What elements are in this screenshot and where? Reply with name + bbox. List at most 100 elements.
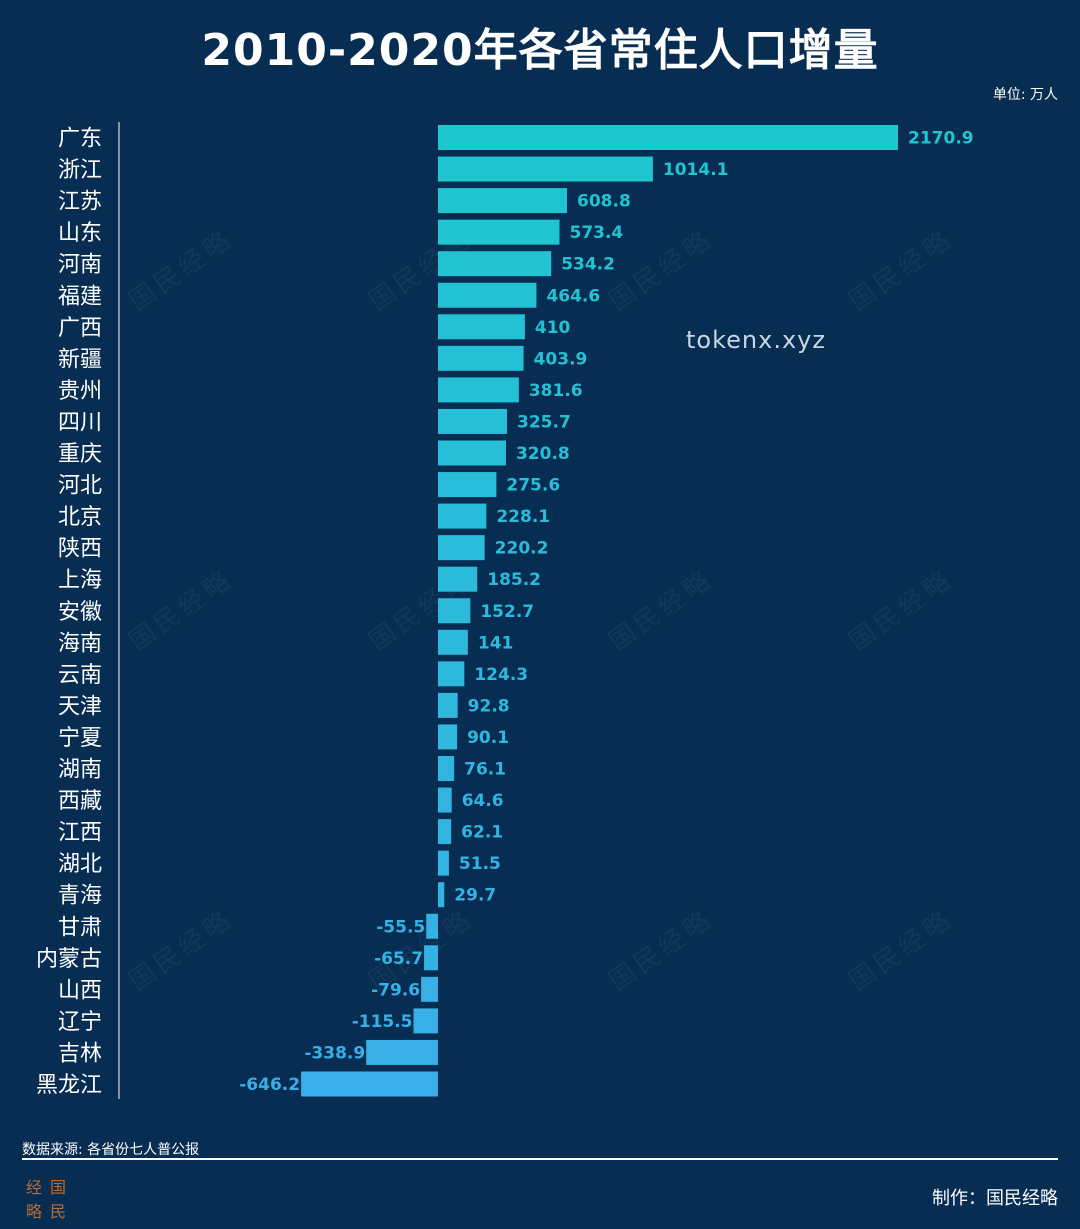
category-label: 安徽 (58, 600, 102, 625)
value-label: 141 (478, 633, 514, 653)
category-label: 广西 (58, 316, 102, 341)
value-label: 325.7 (517, 412, 571, 432)
value-label: 62.1 (461, 823, 503, 843)
value-label: 381.6 (529, 381, 583, 401)
category-label: 黑龙江 (36, 1073, 102, 1098)
category-label: 湖南 (58, 758, 102, 783)
category-label: 重庆 (58, 442, 102, 467)
category-label: 贵州 (58, 379, 102, 404)
category-label: 天津 (58, 694, 102, 719)
value-label: 92.8 (468, 696, 510, 716)
category-label: 福建 (58, 284, 102, 309)
bar (438, 503, 487, 529)
category-label: 北京 (58, 505, 102, 530)
value-label: -79.6 (371, 980, 420, 1000)
category-label: 江西 (58, 821, 102, 846)
value-label: 534.2 (561, 255, 615, 275)
bar (438, 566, 478, 592)
bar (438, 377, 519, 403)
category-label: 河南 (58, 253, 102, 278)
value-label: 608.8 (577, 192, 631, 212)
bar (438, 408, 508, 434)
category-label: 上海 (58, 568, 102, 593)
bar (438, 629, 468, 655)
logo-char: 国 (49, 1178, 66, 1197)
bar (438, 188, 568, 214)
value-label: 152.7 (480, 602, 534, 622)
value-label: 185.2 (487, 570, 541, 590)
category-label: 山东 (58, 221, 102, 246)
bar (438, 756, 455, 781)
value-label: 573.4 (569, 223, 623, 243)
bar (438, 125, 898, 150)
category-label: 海南 (58, 631, 102, 656)
value-label: 51.5 (459, 854, 501, 874)
category-label: 四川 (58, 410, 102, 435)
logo-char: 民 (49, 1202, 66, 1221)
bar (438, 345, 524, 371)
value-label: 64.6 (462, 791, 504, 811)
bar (426, 913, 438, 939)
category-label: 湖北 (58, 852, 102, 877)
logo-char: 略 (25, 1202, 42, 1221)
footer-divider (22, 1158, 1058, 1160)
category-label: 青海 (58, 884, 102, 909)
bar (438, 661, 465, 687)
bar (438, 440, 506, 466)
category-label: 辽宁 (58, 1010, 102, 1035)
value-label: 410 (535, 318, 571, 338)
category-label: 江苏 (58, 190, 102, 215)
value-label: -115.5 (352, 1012, 413, 1032)
bar (366, 1039, 438, 1065)
bar (438, 819, 452, 845)
bar (438, 598, 471, 624)
bar (301, 1071, 438, 1097)
value-label: -65.7 (374, 949, 423, 969)
category-label: 新疆 (58, 347, 102, 372)
maker-credit: 制作：国民经略 (932, 1188, 1058, 1209)
value-label: 275.6 (506, 476, 560, 496)
bar (438, 472, 497, 498)
bar (438, 787, 452, 813)
value-label: -338.9 (304, 1043, 365, 1063)
value-label: 403.9 (534, 349, 588, 369)
data-source: 数据来源: 各省份七人普公报 (22, 1142, 200, 1158)
bar (438, 156, 653, 182)
category-label: 内蒙古 (36, 947, 102, 972)
value-label: 1014.1 (663, 160, 729, 180)
category-label: 河北 (58, 474, 102, 499)
value-label: 220.2 (495, 539, 549, 559)
bar (424, 945, 438, 971)
bar (438, 282, 537, 308)
unit-label: 单位: 万人 (992, 87, 1058, 103)
category-label: 山西 (58, 978, 102, 1003)
chart-title: 2010-2020年各省常住人口增量 (201, 25, 879, 76)
bar (438, 724, 458, 750)
logo: 经 国 略 民 (22, 1174, 70, 1221)
value-label: 76.1 (464, 760, 506, 780)
logo-char: 经 (25, 1178, 42, 1197)
value-label: 464.6 (546, 286, 600, 306)
bar (438, 535, 485, 561)
category-label: 宁夏 (58, 726, 102, 751)
value-label: 90.1 (467, 728, 509, 748)
category-label: 西藏 (58, 789, 102, 814)
value-label: 124.3 (474, 665, 528, 685)
value-label: -646.2 (239, 1075, 300, 1095)
category-label: 甘肃 (58, 915, 102, 940)
value-label: 320.8 (516, 444, 570, 464)
value-label: -55.5 (376, 917, 425, 937)
bar (421, 976, 438, 1002)
bar (438, 219, 560, 245)
category-label: 吉林 (58, 1041, 102, 1066)
category-label: 陕西 (58, 537, 102, 562)
bar (413, 1008, 438, 1034)
value-label: 29.7 (454, 886, 496, 906)
bar (438, 692, 458, 718)
category-label: 浙江 (58, 158, 102, 183)
category-label: 云南 (58, 663, 102, 688)
bar (438, 251, 552, 277)
category-label: 广东 (58, 127, 102, 152)
watermark-url: tokenx.xyz (686, 326, 826, 354)
